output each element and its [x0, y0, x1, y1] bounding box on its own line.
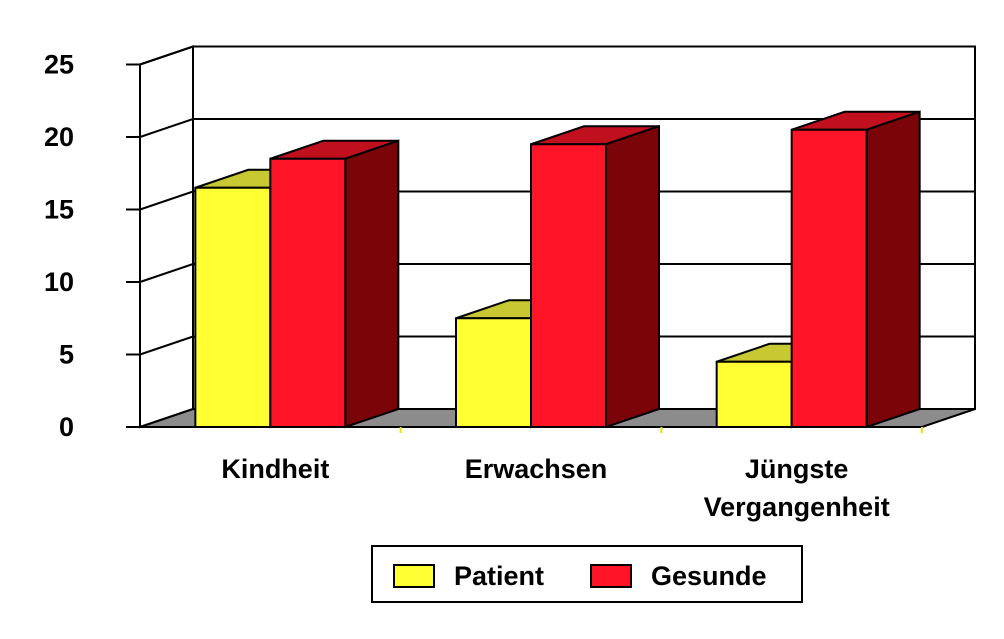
legend-box	[371, 545, 803, 603]
legend-label: Gesunde	[651, 561, 767, 591]
legend-item-patient: Patient	[393, 561, 544, 591]
y-tick-label: 20	[44, 122, 74, 152]
y-tick-label: 5	[59, 340, 74, 370]
legend-label: Patient	[454, 561, 544, 591]
bar-front	[715, 360, 793, 428]
legend-swatch	[393, 564, 435, 588]
bar-side	[344, 139, 400, 429]
y-tick-label: 15	[44, 195, 74, 225]
legend: Patient Gesunde	[371, 545, 803, 603]
y-tick-label: 0	[59, 412, 74, 442]
bar-gesunde-2	[530, 124, 660, 429]
bar-gesunde-3	[790, 110, 921, 429]
bar-front	[790, 128, 868, 428]
bar-front	[455, 317, 532, 428]
bars	[194, 110, 921, 429]
bar-side	[605, 124, 660, 429]
bar-front	[194, 186, 272, 428]
y-tick-label: 25	[44, 50, 74, 80]
y-axis: 0 5 10 15 20 25	[44, 50, 923, 442]
gridline	[139, 263, 975, 283]
y-tick-label: 10	[44, 267, 74, 297]
gridline	[139, 335, 975, 356]
gridline	[139, 118, 975, 138]
gridline	[139, 45, 975, 66]
side-wall	[139, 45, 194, 429]
x-axis-labels: Kindheit Erwachsen Jüngste Vergangenheit	[221, 454, 889, 522]
gridline	[139, 190, 975, 211]
x-tick-label: Erwachsen	[465, 454, 608, 484]
bar-side	[865, 110, 921, 429]
legend-swatch	[590, 564, 632, 588]
bar-front	[530, 143, 607, 428]
x-tick-label: Kindheit	[221, 454, 329, 484]
gridlines	[139, 45, 975, 356]
bar-front	[269, 157, 347, 428]
x-tick-label: Jüngste Vergangenheit	[704, 454, 890, 522]
bar-gesunde-1	[269, 139, 400, 429]
legend-item-gesunde: Gesunde	[590, 561, 767, 591]
